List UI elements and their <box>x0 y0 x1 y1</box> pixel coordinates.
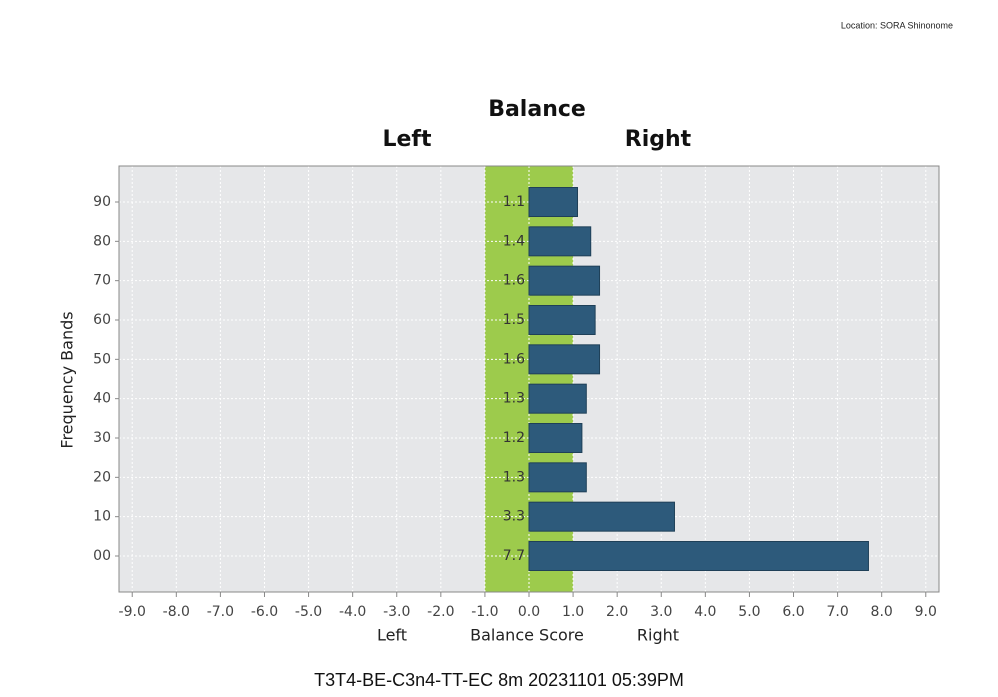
x-tick-label: -1.0 <box>471 604 498 620</box>
bar <box>528 344 601 375</box>
bar <box>528 423 583 453</box>
y-axis-label: Frequency Bands <box>58 311 77 448</box>
location: Location: SORA Shinonome <box>841 20 953 30</box>
bar <box>528 541 869 571</box>
x-tick-label: 2.0 <box>606 604 628 620</box>
x-tick-label: -3.0 <box>383 604 410 620</box>
x-tick-label: -7.0 <box>207 604 234 620</box>
x-label-right: Right <box>637 626 679 645</box>
y-tick-label: 00 <box>93 548 111 564</box>
y-tick-label: 40 <box>93 391 111 407</box>
x-tick-label: 3.0 <box>650 604 672 620</box>
data-label: 3.3 <box>503 509 525 525</box>
y-tick-label: 20 <box>93 469 111 485</box>
chart-title: Balance <box>488 97 586 122</box>
y-tick-label: 50 <box>93 351 111 367</box>
footer: T3T4-BE-C3n4-TT-EC 8m 20231101 05:39PM <box>314 670 684 690</box>
x-tick-label: 4.0 <box>694 604 716 620</box>
data-label: 7.7 <box>503 548 525 564</box>
x-axis-label: Balance Score <box>470 626 584 645</box>
y-tick-label: 10 <box>93 509 111 525</box>
x-label-left: Left <box>377 626 407 645</box>
x-tick-label: 7.0 <box>826 604 848 620</box>
x-tick-label: -5.0 <box>295 604 322 620</box>
x-tick-label: -2.0 <box>427 604 454 620</box>
y-tick-label: 30 <box>93 430 111 446</box>
bar <box>528 305 596 335</box>
y-tick-label: 60 <box>93 312 111 328</box>
data-label: 1.6 <box>503 273 525 289</box>
data-label: 1.3 <box>503 469 525 485</box>
bar <box>528 501 675 532</box>
x-tick-label: 0.0 <box>518 604 540 620</box>
x-tick-label: 9.0 <box>915 604 937 620</box>
bar <box>528 265 601 296</box>
bar <box>528 462 587 493</box>
bar <box>528 187 578 217</box>
x-tick-label: -4.0 <box>339 604 366 620</box>
data-label: 1.1 <box>503 194 525 210</box>
x-tick-label: 1.0 <box>562 604 584 620</box>
x-tick-label: 5.0 <box>738 604 760 620</box>
bar <box>528 226 592 257</box>
y-tick-label: 90 <box>93 194 111 210</box>
x-tick-label: -6.0 <box>251 604 278 620</box>
data-label: 1.2 <box>503 430 525 446</box>
right-heading: Right <box>625 127 692 152</box>
x-tick-label: -8.0 <box>163 604 190 620</box>
data-label: 1.6 <box>503 351 525 367</box>
x-tick-label: 8.0 <box>871 604 893 620</box>
data-label: 1.5 <box>503 312 525 328</box>
bar <box>528 383 587 414</box>
x-tick-label: 6.0 <box>782 604 804 620</box>
data-label: 1.4 <box>503 233 525 249</box>
left-heading: Left <box>382 127 432 152</box>
y-tick-label: 80 <box>93 233 111 249</box>
y-tick-label: 70 <box>93 273 111 289</box>
data-label: 1.3 <box>503 391 525 407</box>
plot-border <box>118 165 940 593</box>
x-tick-label: -9.0 <box>119 604 146 620</box>
